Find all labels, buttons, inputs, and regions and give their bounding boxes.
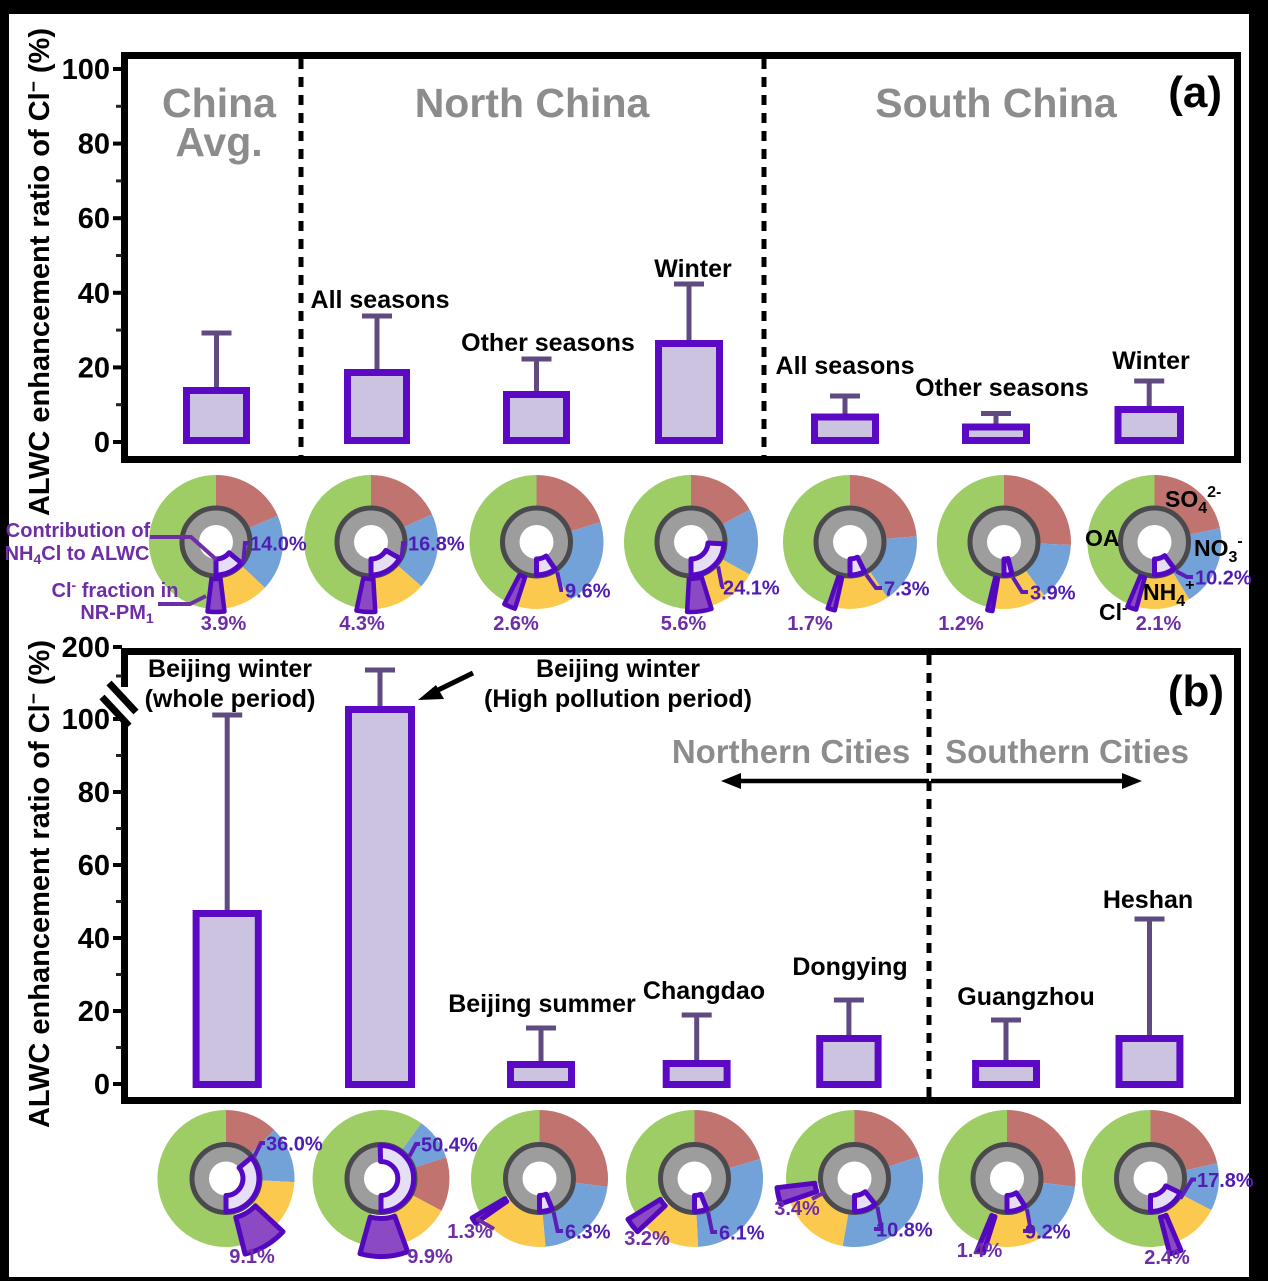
svg-text:Beijing summer: Beijing summer bbox=[448, 990, 636, 1018]
svg-text:Dongying: Dongying bbox=[792, 953, 907, 981]
svg-text:Southern Cities: Southern Cities bbox=[945, 733, 1189, 770]
svg-text:6.1%: 6.1% bbox=[719, 1223, 765, 1245]
svg-text:Cl- fraction in: Cl- fraction in bbox=[52, 577, 179, 602]
svg-text:(a): (a) bbox=[1168, 68, 1222, 117]
svg-text:All seasons: All seasons bbox=[776, 352, 915, 380]
svg-text:60: 60 bbox=[78, 850, 110, 882]
svg-text:1.3%: 1.3% bbox=[447, 1221, 493, 1243]
svg-text:Winter: Winter bbox=[1112, 347, 1190, 375]
svg-text:1.2%: 1.2% bbox=[938, 613, 984, 635]
svg-text:2.1%: 2.1% bbox=[1136, 613, 1182, 635]
svg-text:Winter: Winter bbox=[654, 255, 732, 283]
svg-text:9.9%: 9.9% bbox=[407, 1246, 453, 1268]
svg-text:ALWC enhancement ratio of Cl−: ALWC enhancement ratio of Cl− (%) bbox=[24, 28, 56, 516]
svg-text:20: 20 bbox=[78, 352, 110, 384]
svg-text:1.4%: 1.4% bbox=[957, 1240, 1003, 1262]
svg-text:Northern Cities: Northern Cities bbox=[672, 733, 910, 770]
svg-text:14.0%: 14.0% bbox=[250, 534, 307, 556]
svg-text:40: 40 bbox=[78, 278, 110, 310]
svg-text:All seasons: All seasons bbox=[311, 286, 450, 314]
svg-text:10.2%: 10.2% bbox=[1195, 568, 1252, 590]
svg-text:20: 20 bbox=[78, 996, 110, 1028]
svg-text:100: 100 bbox=[62, 54, 110, 86]
svg-text:200: 200 bbox=[62, 632, 110, 664]
svg-text:3.2%: 3.2% bbox=[624, 1228, 670, 1250]
svg-text:3.9%: 3.9% bbox=[1030, 583, 1076, 605]
svg-text:Other seasons: Other seasons bbox=[915, 374, 1089, 402]
svg-text:10.8%: 10.8% bbox=[876, 1220, 933, 1242]
svg-text:24.1%: 24.1% bbox=[723, 578, 780, 600]
svg-text:Other seasons: Other seasons bbox=[461, 329, 635, 357]
svg-text:Guangzhou: Guangzhou bbox=[957, 983, 1094, 1011]
svg-text:40: 40 bbox=[78, 923, 110, 955]
svg-text:60: 60 bbox=[78, 203, 110, 235]
svg-text:(whole period): (whole period) bbox=[145, 685, 316, 713]
svg-text:80: 80 bbox=[78, 777, 110, 809]
svg-text:Changdao: Changdao bbox=[643, 977, 765, 1005]
svg-text:NR-PM1: NR-PM1 bbox=[80, 602, 154, 626]
svg-text:36.0%: 36.0% bbox=[266, 1134, 323, 1156]
svg-text:Beijing winter: Beijing winter bbox=[536, 655, 700, 683]
svg-text:3.4%: 3.4% bbox=[774, 1198, 820, 1220]
svg-text:0: 0 bbox=[94, 427, 110, 459]
svg-text:17.8%: 17.8% bbox=[1197, 1170, 1254, 1192]
svg-text:(High pollution period): (High pollution period) bbox=[484, 685, 752, 713]
svg-text:100: 100 bbox=[62, 704, 110, 736]
svg-text:9.2%: 9.2% bbox=[1025, 1222, 1071, 1244]
svg-text:OA: OA bbox=[1085, 525, 1120, 551]
svg-text:9.1%: 9.1% bbox=[229, 1246, 275, 1268]
svg-text:North China: North China bbox=[415, 80, 651, 126]
svg-text:Contribution of: Contribution of bbox=[6, 520, 151, 542]
svg-text:16.8%: 16.8% bbox=[408, 534, 465, 556]
svg-text:ALWC enhancement ratio of Cl−: ALWC enhancement ratio of Cl− (%) bbox=[24, 640, 56, 1128]
svg-text:80: 80 bbox=[78, 129, 110, 161]
svg-text:7.3%: 7.3% bbox=[884, 579, 930, 601]
svg-text:NH4Cl to ALWC: NH4Cl to ALWC bbox=[5, 543, 150, 567]
svg-text:China: China bbox=[162, 80, 277, 126]
svg-text:4.3%: 4.3% bbox=[339, 613, 385, 635]
svg-text:Avg.: Avg. bbox=[175, 119, 262, 165]
svg-text:Beijing winter: Beijing winter bbox=[148, 655, 312, 683]
svg-text:1.7%: 1.7% bbox=[787, 613, 833, 635]
svg-text:6.3%: 6.3% bbox=[565, 1222, 611, 1244]
svg-text:South China: South China bbox=[875, 80, 1118, 126]
svg-text:(b): (b) bbox=[1168, 667, 1224, 716]
svg-text:9.6%: 9.6% bbox=[565, 581, 611, 603]
svg-text:5.6%: 5.6% bbox=[661, 613, 707, 635]
svg-text:3.9%: 3.9% bbox=[201, 613, 247, 635]
svg-text:0: 0 bbox=[94, 1069, 110, 1101]
svg-text:2.6%: 2.6% bbox=[493, 613, 539, 635]
svg-text:Heshan: Heshan bbox=[1103, 886, 1193, 914]
svg-text:50.4%: 50.4% bbox=[421, 1135, 478, 1157]
svg-text:2.4%: 2.4% bbox=[1144, 1247, 1190, 1269]
